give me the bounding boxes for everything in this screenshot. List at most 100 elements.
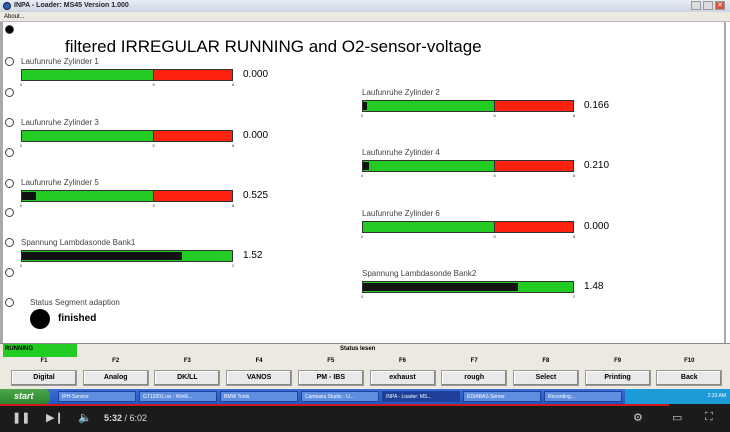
tick-label: 8 [573,113,576,118]
gauge-red-zone [494,161,573,171]
gauge-label: Laufunruhe Zylinder 5 [21,178,99,187]
tick-label: 0 [20,263,23,268]
next-icon[interactable]: ▶❙ [46,412,64,424]
menu-about[interactable]: About... [4,14,25,20]
tick-label: 8 [232,143,235,148]
gauge-bar [362,100,574,112]
gauge-fill [22,192,36,200]
status-indicator [30,309,50,329]
status-title: Status lesen [340,346,376,352]
taskbar-item[interactable]: Camtasia Studio - U... [301,391,379,402]
radio-button[interactable] [5,238,14,247]
taskbar-item[interactable]: IPH-Service [58,391,136,402]
gauge-label: Laufunruhe Zylinder 1 [21,57,99,66]
fkey-button-dk-ll[interactable]: DK/LL [154,370,221,386]
radio-button[interactable] [5,298,14,307]
fkey-label: F1 [40,358,48,364]
video-progress[interactable] [0,404,670,406]
fkey-label: F5 [327,358,335,364]
fkey-button-analog[interactable]: Analog [82,370,149,386]
gauge-red-zone [153,70,232,80]
gauge-value: 0.000 [243,130,269,141]
radio-button[interactable] [5,148,14,157]
fkey-label: F3 [183,358,191,364]
gauge-bar [362,281,574,293]
gauge-value: 0.166 [584,100,610,111]
fkey-button-printing[interactable]: Printing [584,370,651,386]
taskbar-item[interactable]: EDIABAS Server [463,391,541,402]
tick-label: 0 [20,203,23,208]
system-tray: 2:33 AM [625,389,730,404]
tick-label: 8 [232,203,235,208]
fkey-button-pm-ibs[interactable]: PM - IBS [297,370,364,386]
radio-button[interactable] [5,25,14,34]
gauge-value: 0.000 [243,69,269,80]
gauge-label: Spannung Lambdasonde Bank2 [362,269,477,278]
minimize-button[interactable] [691,1,701,10]
radio-button[interactable] [5,57,14,66]
gauge-value: 1.48 [584,281,604,292]
gauge-bar [21,69,233,81]
fkey-label: F7 [470,358,478,364]
gear-icon[interactable]: ⚙ [633,412,643,424]
gauge-value: 1.52 [243,250,263,261]
fkey-button-vanos[interactable]: VANOS [226,370,293,386]
tick-label: 5 [493,173,496,178]
tick-label: 5 [493,113,496,118]
fkey-button-back[interactable]: Back [656,370,723,386]
maximize-button[interactable] [703,1,713,10]
tick-label: 8 [232,82,235,87]
radio-button[interactable] [5,88,14,97]
window-title: INPA - Loader: MS45 Version 1.000 [14,2,129,9]
fkey-label: F8 [542,358,550,364]
radio-button[interactable] [5,208,14,217]
fkey-label: F6 [398,358,406,364]
gauge-value: 0.210 [584,160,610,171]
fkey-label: F2 [112,358,120,364]
theater-icon[interactable]: ▭ [672,412,683,424]
pause-icon[interactable]: ❚❚ [12,412,31,424]
tick-label: 5 [152,143,155,148]
gauge-label: Spannung Lambdasonde Bank1 [21,238,136,247]
tick-label: 0 [361,113,364,118]
fkey-button-digital[interactable]: Digital [11,370,77,386]
gauge-label: Laufunruhe Zylinder 6 [362,209,440,218]
menu-bar: About... [0,12,730,22]
tick-label: 5 [152,82,155,87]
gauge-red-zone [153,191,232,201]
running-indicator: RUNNING [3,344,77,357]
segment-label: Status Segment adaption [30,298,120,307]
current-time: 5:32 [104,413,123,423]
radio-button[interactable] [5,179,14,188]
tick-label: 5 [152,203,155,208]
start-button[interactable]: start [0,389,50,404]
fkey-button-exhaust[interactable]: exhaust [369,370,436,386]
gauge-label: Laufunruhe Zylinder 2 [362,88,440,97]
total-time: / 6:02 [124,413,148,423]
fkey-button-rough[interactable]: rough [441,370,508,386]
gauge-bar [362,221,574,233]
segment-status: finished [58,313,97,324]
volume-icon[interactable]: 🔈 [78,412,92,424]
gauge-red-zone [494,101,573,111]
gauge-bar [362,160,574,172]
gauge-bar [21,130,233,142]
fullscreen-icon[interactable]: ⛶ [705,411,713,423]
tick-label: 2 [573,294,576,299]
radio-button[interactable] [5,118,14,127]
taskbar-item[interactable]: GT13201.rar - WinR... [139,391,217,402]
page-title: filtered IRREGULAR RUNNING and O2-sensor… [65,37,482,56]
gauge-label: Laufunruhe Zylinder 3 [21,118,99,127]
tick-label: 2 [232,263,235,268]
taskbar-item[interactable]: Recording... [544,391,622,402]
tick-label: 8 [573,234,576,239]
radio-button[interactable] [5,268,14,277]
close-button[interactable]: ✕ [715,1,725,10]
tick-label: 0 [20,82,23,87]
fkey-label: F9 [614,358,622,364]
title-bar: INPA - Loader: MS45 Version 1.000 [0,0,730,12]
fkey-button-select[interactable]: Select [512,370,579,386]
taskbar-item[interactable]: BMW Tools [220,391,298,402]
tick-label: 0 [361,294,364,299]
taskbar-item[interactable]: INPA - Loader: MS... [382,391,460,402]
